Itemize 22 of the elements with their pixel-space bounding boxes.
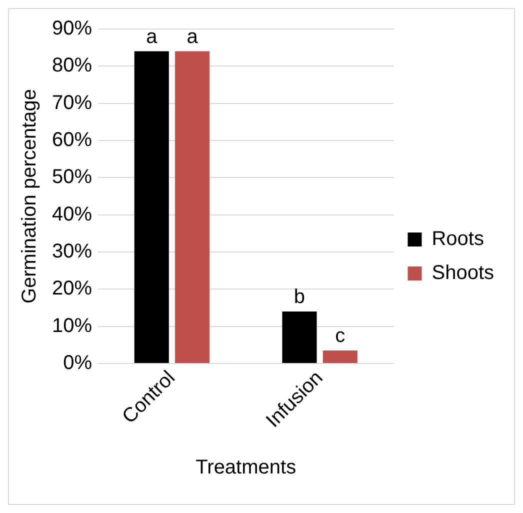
annotation: a xyxy=(146,26,158,48)
legend-label: Shoots xyxy=(432,262,494,284)
y-axis-title: Germination percentage xyxy=(18,88,41,304)
y-tick-label: 40% xyxy=(52,203,92,226)
y-tick-label: 20% xyxy=(52,278,92,300)
legend-label: Roots xyxy=(432,228,484,250)
annotation: c xyxy=(335,325,346,348)
bar xyxy=(282,311,317,363)
y-tick-label: 10% xyxy=(52,314,92,337)
y-tick-label: 50% xyxy=(52,166,92,188)
y-tick-label: 0% xyxy=(63,352,92,374)
y-tick-label: 80% xyxy=(52,54,92,77)
bar xyxy=(175,51,210,363)
x-axis-title: Treatments xyxy=(196,456,296,479)
y-tick-label: 90% xyxy=(52,18,92,40)
annotation: a xyxy=(186,26,199,48)
y-tick-label: 70% xyxy=(52,92,92,114)
y-tick-label: 30% xyxy=(52,240,92,263)
annotation: b xyxy=(294,286,306,308)
y-tick-label: 60% xyxy=(52,129,92,152)
bar xyxy=(134,51,169,363)
bar xyxy=(322,350,358,363)
